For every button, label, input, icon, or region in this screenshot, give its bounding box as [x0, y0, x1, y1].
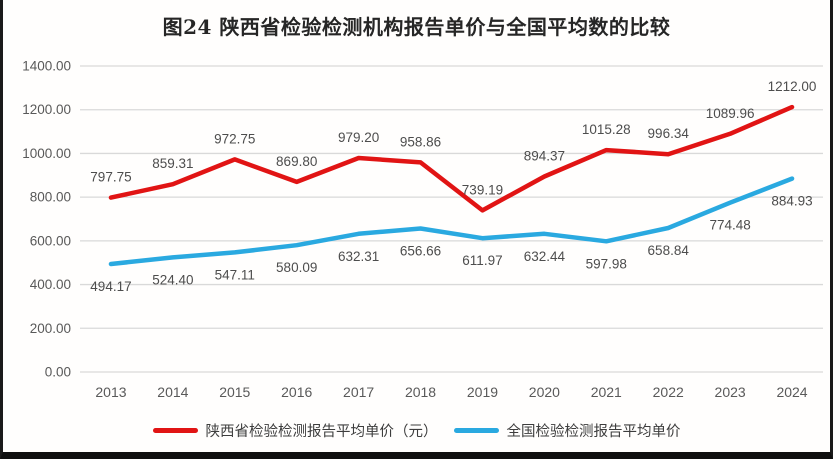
- data-label: 547.11: [215, 267, 255, 282]
- data-label: 972.75: [214, 131, 255, 146]
- legend-item-0: 陕西省检验检测报告平均单价（元）: [152, 420, 438, 441]
- x-tick-label: 2022: [653, 384, 684, 400]
- data-label: 996.34: [648, 126, 690, 141]
- data-label: 739.19: [462, 182, 503, 197]
- x-tick-label: 2020: [529, 384, 560, 400]
- data-label: 597.98: [586, 256, 627, 271]
- y-tick-label: 600.00: [30, 233, 71, 248]
- data-label: 1212.00: [768, 79, 817, 94]
- x-tick-label: 2019: [467, 384, 498, 400]
- x-tick-label: 2024: [776, 384, 807, 400]
- chart-title: 图24 陕西省检验检测机构报告单价与全国平均数的比较: [162, 15, 671, 39]
- data-label: 632.44: [524, 249, 566, 264]
- x-tick-label: 2014: [157, 384, 188, 400]
- data-label: 494.17: [90, 279, 131, 294]
- data-label: 894.37: [524, 149, 565, 164]
- x-tick-label: 2015: [219, 384, 250, 400]
- data-label: 958.86: [400, 134, 441, 149]
- x-tick-label: 2018: [405, 384, 436, 400]
- data-label: 979.20: [338, 130, 379, 145]
- data-label: 580.09: [276, 260, 317, 275]
- data-label: 797.75: [90, 170, 131, 185]
- series-line-0: [108, 104, 795, 213]
- y-tick-label: 1000.00: [22, 146, 71, 161]
- legend-line-swatch: [453, 427, 499, 433]
- legend-label: 全国检验检测报告平均单价: [506, 423, 681, 440]
- y-tick-label: 0.00: [45, 365, 71, 380]
- data-label: 859.31: [152, 156, 193, 171]
- legend-line-swatch: [152, 427, 198, 433]
- y-tick-label: 400.00: [30, 277, 71, 292]
- data-label: 774.48: [709, 218, 750, 233]
- y-tick-label: 1400.00: [22, 59, 71, 74]
- data-label: 656.66: [400, 244, 441, 259]
- data-label: 1015.28: [582, 122, 631, 137]
- legend-label: 陕西省检验检测报告平均单价（元）: [205, 423, 438, 440]
- legend-item-1: 全国检验检测报告平均单价: [453, 420, 681, 441]
- data-label: 611.97: [462, 253, 502, 268]
- data-label: 884.93: [771, 194, 812, 209]
- data-label: 869.80: [276, 154, 317, 169]
- chart-legend: 陕西省检验检测报告平均单价（元） 全国检验检测报告平均单价: [3, 417, 830, 443]
- x-tick-label: 2017: [343, 384, 374, 400]
- x-tick-label: 2023: [715, 384, 746, 400]
- data-label: 658.84: [648, 243, 690, 258]
- data-label: 1089.96: [706, 106, 755, 121]
- y-tick-label: 200.00: [30, 321, 71, 336]
- line-chart-canvas: 0.00 200.00 400.00 600.00 800.00 1000.00 1200.…: [22, 59, 823, 400]
- x-tick-label: 2021: [591, 384, 622, 400]
- y-tick-label: 1200.00: [22, 102, 71, 117]
- data-label: 632.31: [338, 249, 379, 264]
- y-tick-label: 800.00: [30, 190, 71, 205]
- series-line-1: [108, 176, 795, 267]
- data-label: 524.40: [152, 272, 193, 287]
- x-tick-label: 2016: [281, 384, 312, 400]
- x-tick-label: 2013: [95, 384, 126, 400]
